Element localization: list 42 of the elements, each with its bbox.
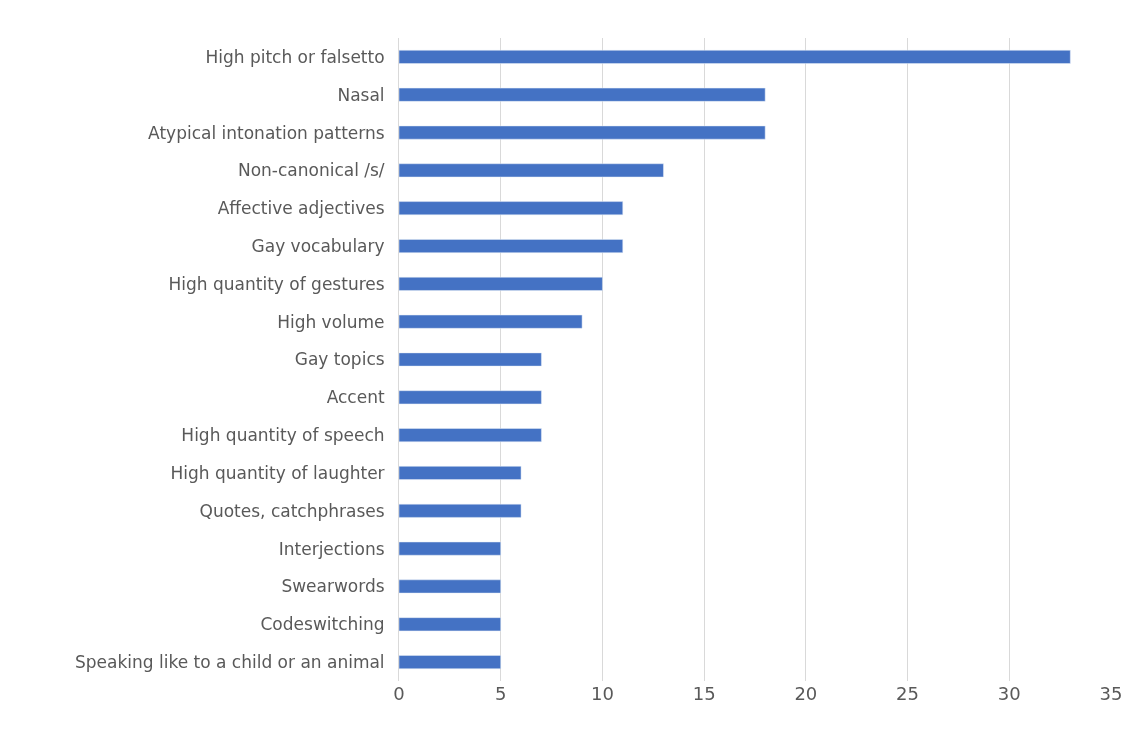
bar	[399, 125, 766, 140]
bar	[399, 617, 501, 632]
x-tick-label: 0	[393, 683, 405, 704]
x-tick-label: 5	[494, 683, 507, 704]
x-tick-label: 30	[997, 683, 1021, 704]
y-tick-label: High quantity of laughter	[170, 462, 385, 483]
y-tick-label: High pitch or falsetto	[205, 46, 385, 67]
y-tick-label: Accent	[326, 387, 385, 408]
bar	[399, 655, 501, 669]
y-tick-label: Interjections	[278, 538, 385, 559]
y-tick-label: Gay topics	[294, 349, 385, 370]
bar	[399, 466, 522, 480]
y-tick-label: High quantity of gestures	[168, 273, 385, 294]
bar	[399, 352, 542, 367]
y-tick-label: High quantity of speech	[181, 425, 385, 446]
bar	[399, 428, 542, 443]
bar	[399, 201, 624, 216]
bar	[399, 239, 624, 253]
x-tick-label: 10	[590, 683, 614, 704]
bar	[399, 579, 501, 594]
bar	[399, 314, 583, 329]
y-tick-label: Nasal	[337, 84, 385, 105]
x-tick-label: 15	[692, 683, 716, 704]
bar	[399, 163, 664, 178]
y-tick-label: Gay vocabulary	[251, 235, 385, 256]
y-tick-label: Non-canonical /s/	[237, 160, 385, 181]
bar	[399, 276, 603, 291]
x-tick-label: 35	[1099, 683, 1123, 704]
bar	[399, 390, 542, 405]
y-tick-label: Swearwords	[281, 576, 385, 597]
y-tick-label: Speaking like to a child or an animal	[74, 652, 385, 673]
y-tick-label: High volume	[277, 311, 385, 332]
x-tick-label: 20	[794, 683, 818, 704]
y-tick-label: Atypical intonation patterns	[148, 122, 385, 143]
x-tick-label: 25	[896, 683, 920, 704]
y-tick-label: Codeswitching	[260, 614, 385, 635]
y-tick-label: Affective adjectives	[217, 198, 385, 219]
bar	[399, 503, 522, 518]
bar	[399, 87, 766, 102]
bar	[399, 50, 1071, 64]
bar	[399, 541, 501, 556]
y-tick-label: Quotes, catchphrases	[199, 500, 385, 521]
